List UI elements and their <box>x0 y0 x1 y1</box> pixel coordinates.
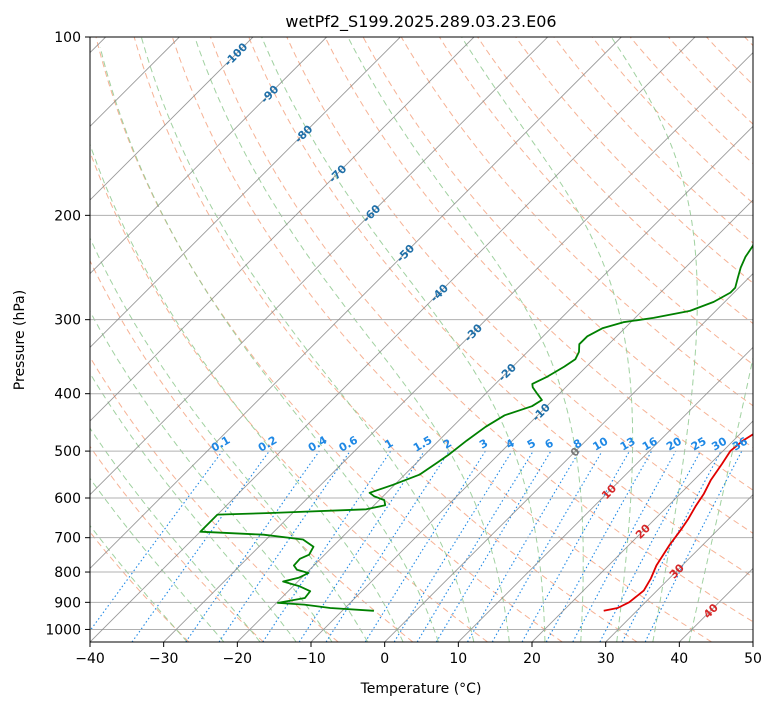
y-axis-label: Pressure (hPa) <box>12 290 28 390</box>
dewpoint-profile-line <box>199 241 753 612</box>
moist-adiabat-line <box>90 236 369 642</box>
moist-adiabat-line <box>194 37 510 642</box>
moist-adiabat-line <box>99 46 439 642</box>
isotherm-line <box>163 52 753 642</box>
dry-adiabat-line <box>90 445 264 642</box>
y-tick-label: 400 <box>54 387 81 403</box>
moist-adiabat-line <box>688 355 753 642</box>
dry-adiabat-line <box>515 37 753 284</box>
isotherm-line <box>90 37 696 642</box>
isotherm-line <box>237 125 753 642</box>
mixing-ratio-line <box>491 450 603 642</box>
x-tick-label: 40 <box>670 651 688 667</box>
x-tick-label: −20 <box>223 651 253 667</box>
mixing-ratio-line <box>435 450 552 642</box>
x-axis-label: Temperature (°C) <box>360 681 482 697</box>
y-tick-label: 1000 <box>45 622 81 638</box>
x-tick-label: 20 <box>523 651 541 667</box>
isotherm-line <box>531 420 753 642</box>
dry-adiabat-line <box>171 37 712 642</box>
y-axis-ticks: 100 200 300 400 500 600 700 800 900 1000 <box>45 30 90 638</box>
isotherm-line <box>310 199 753 642</box>
temperature-profile-line <box>603 433 753 612</box>
isotherm-line <box>90 37 401 348</box>
moist-adiabats <box>90 37 753 642</box>
y-tick-label: 800 <box>54 565 81 581</box>
dry-adiabat-line <box>629 37 753 165</box>
x-axis-ticks: −40 −30 −20 −10 0 10 20 30 40 50 <box>75 642 762 667</box>
isotherm-line <box>384 273 753 642</box>
profile-series <box>199 241 753 612</box>
moist-adiabat-line <box>90 477 225 642</box>
moist-adiabat-line <box>140 37 475 642</box>
dry-adiabat-line <box>133 37 638 642</box>
mixing-ratio-line <box>416 450 534 642</box>
mixing-ratio-line <box>185 450 320 642</box>
x-tick-label: −10 <box>296 651 326 667</box>
dry-adiabat-line <box>477 37 753 325</box>
isotherm-line <box>458 346 753 642</box>
dry-adiabat-line <box>400 37 753 407</box>
mixing-ratio-line <box>521 450 630 642</box>
x-tick-label: 0 <box>380 651 389 667</box>
y-tick-label: 300 <box>54 313 81 329</box>
mixing-ratio-line <box>572 450 677 642</box>
y-tick-label: 200 <box>54 208 81 224</box>
isotherm-line <box>90 37 475 422</box>
dry-adiabat-line <box>210 37 753 623</box>
moist-adiabat-line <box>461 37 634 642</box>
chart-title: wetPf2_S199.2025.289.03.23.E06 <box>285 12 556 32</box>
isotherm-line <box>605 494 753 642</box>
dry-adiabat-line <box>248 37 753 578</box>
y-tick-label: 700 <box>54 531 81 547</box>
isotherm-line <box>90 37 254 201</box>
mixing-ratio-line <box>90 450 223 632</box>
mixing-ratio-line <box>218 450 351 642</box>
dry-adiabat-line <box>324 37 753 491</box>
x-tick-label: 50 <box>744 651 762 667</box>
isotherm-line <box>90 37 622 569</box>
isotherm-line <box>90 37 548 496</box>
mixing-ratio-line <box>393 450 513 642</box>
x-tick-label: 30 <box>597 651 615 667</box>
mixing-ratio-line <box>467 450 580 642</box>
mixing-ratio-line <box>131 450 270 642</box>
x-tick-label: −40 <box>75 651 105 667</box>
y-tick-label: 100 <box>54 30 81 46</box>
y-tick-label: 600 <box>54 491 81 507</box>
isotherms <box>90 37 753 642</box>
moist-adiabat-line <box>347 37 584 642</box>
y-tick-label: 500 <box>54 444 81 460</box>
moist-adiabat-line <box>90 142 404 642</box>
dry-adiabat-line <box>591 37 753 204</box>
moist-adiabat-line <box>90 310 333 642</box>
mixing-ratio-line <box>325 450 450 642</box>
plot-area: 0.1 0.2 0.4 0.6 1 1.5 2 3 4 5 6 8 10 13 16 20 25 30 36-100… <box>90 37 753 642</box>
moist-adiabat-line <box>261 37 546 642</box>
x-tick-label: 10 <box>449 651 467 667</box>
mixing-ratio-line <box>364 450 486 642</box>
moist-adiabat-line <box>90 427 261 642</box>
y-tick-label: 900 <box>54 595 81 611</box>
dry-adiabat-line <box>95 37 563 642</box>
plot-frame <box>89 36 754 643</box>
x-tick-label: −30 <box>149 651 179 667</box>
moist-adiabat-line <box>610 37 698 642</box>
isotherm-line <box>90 37 327 275</box>
